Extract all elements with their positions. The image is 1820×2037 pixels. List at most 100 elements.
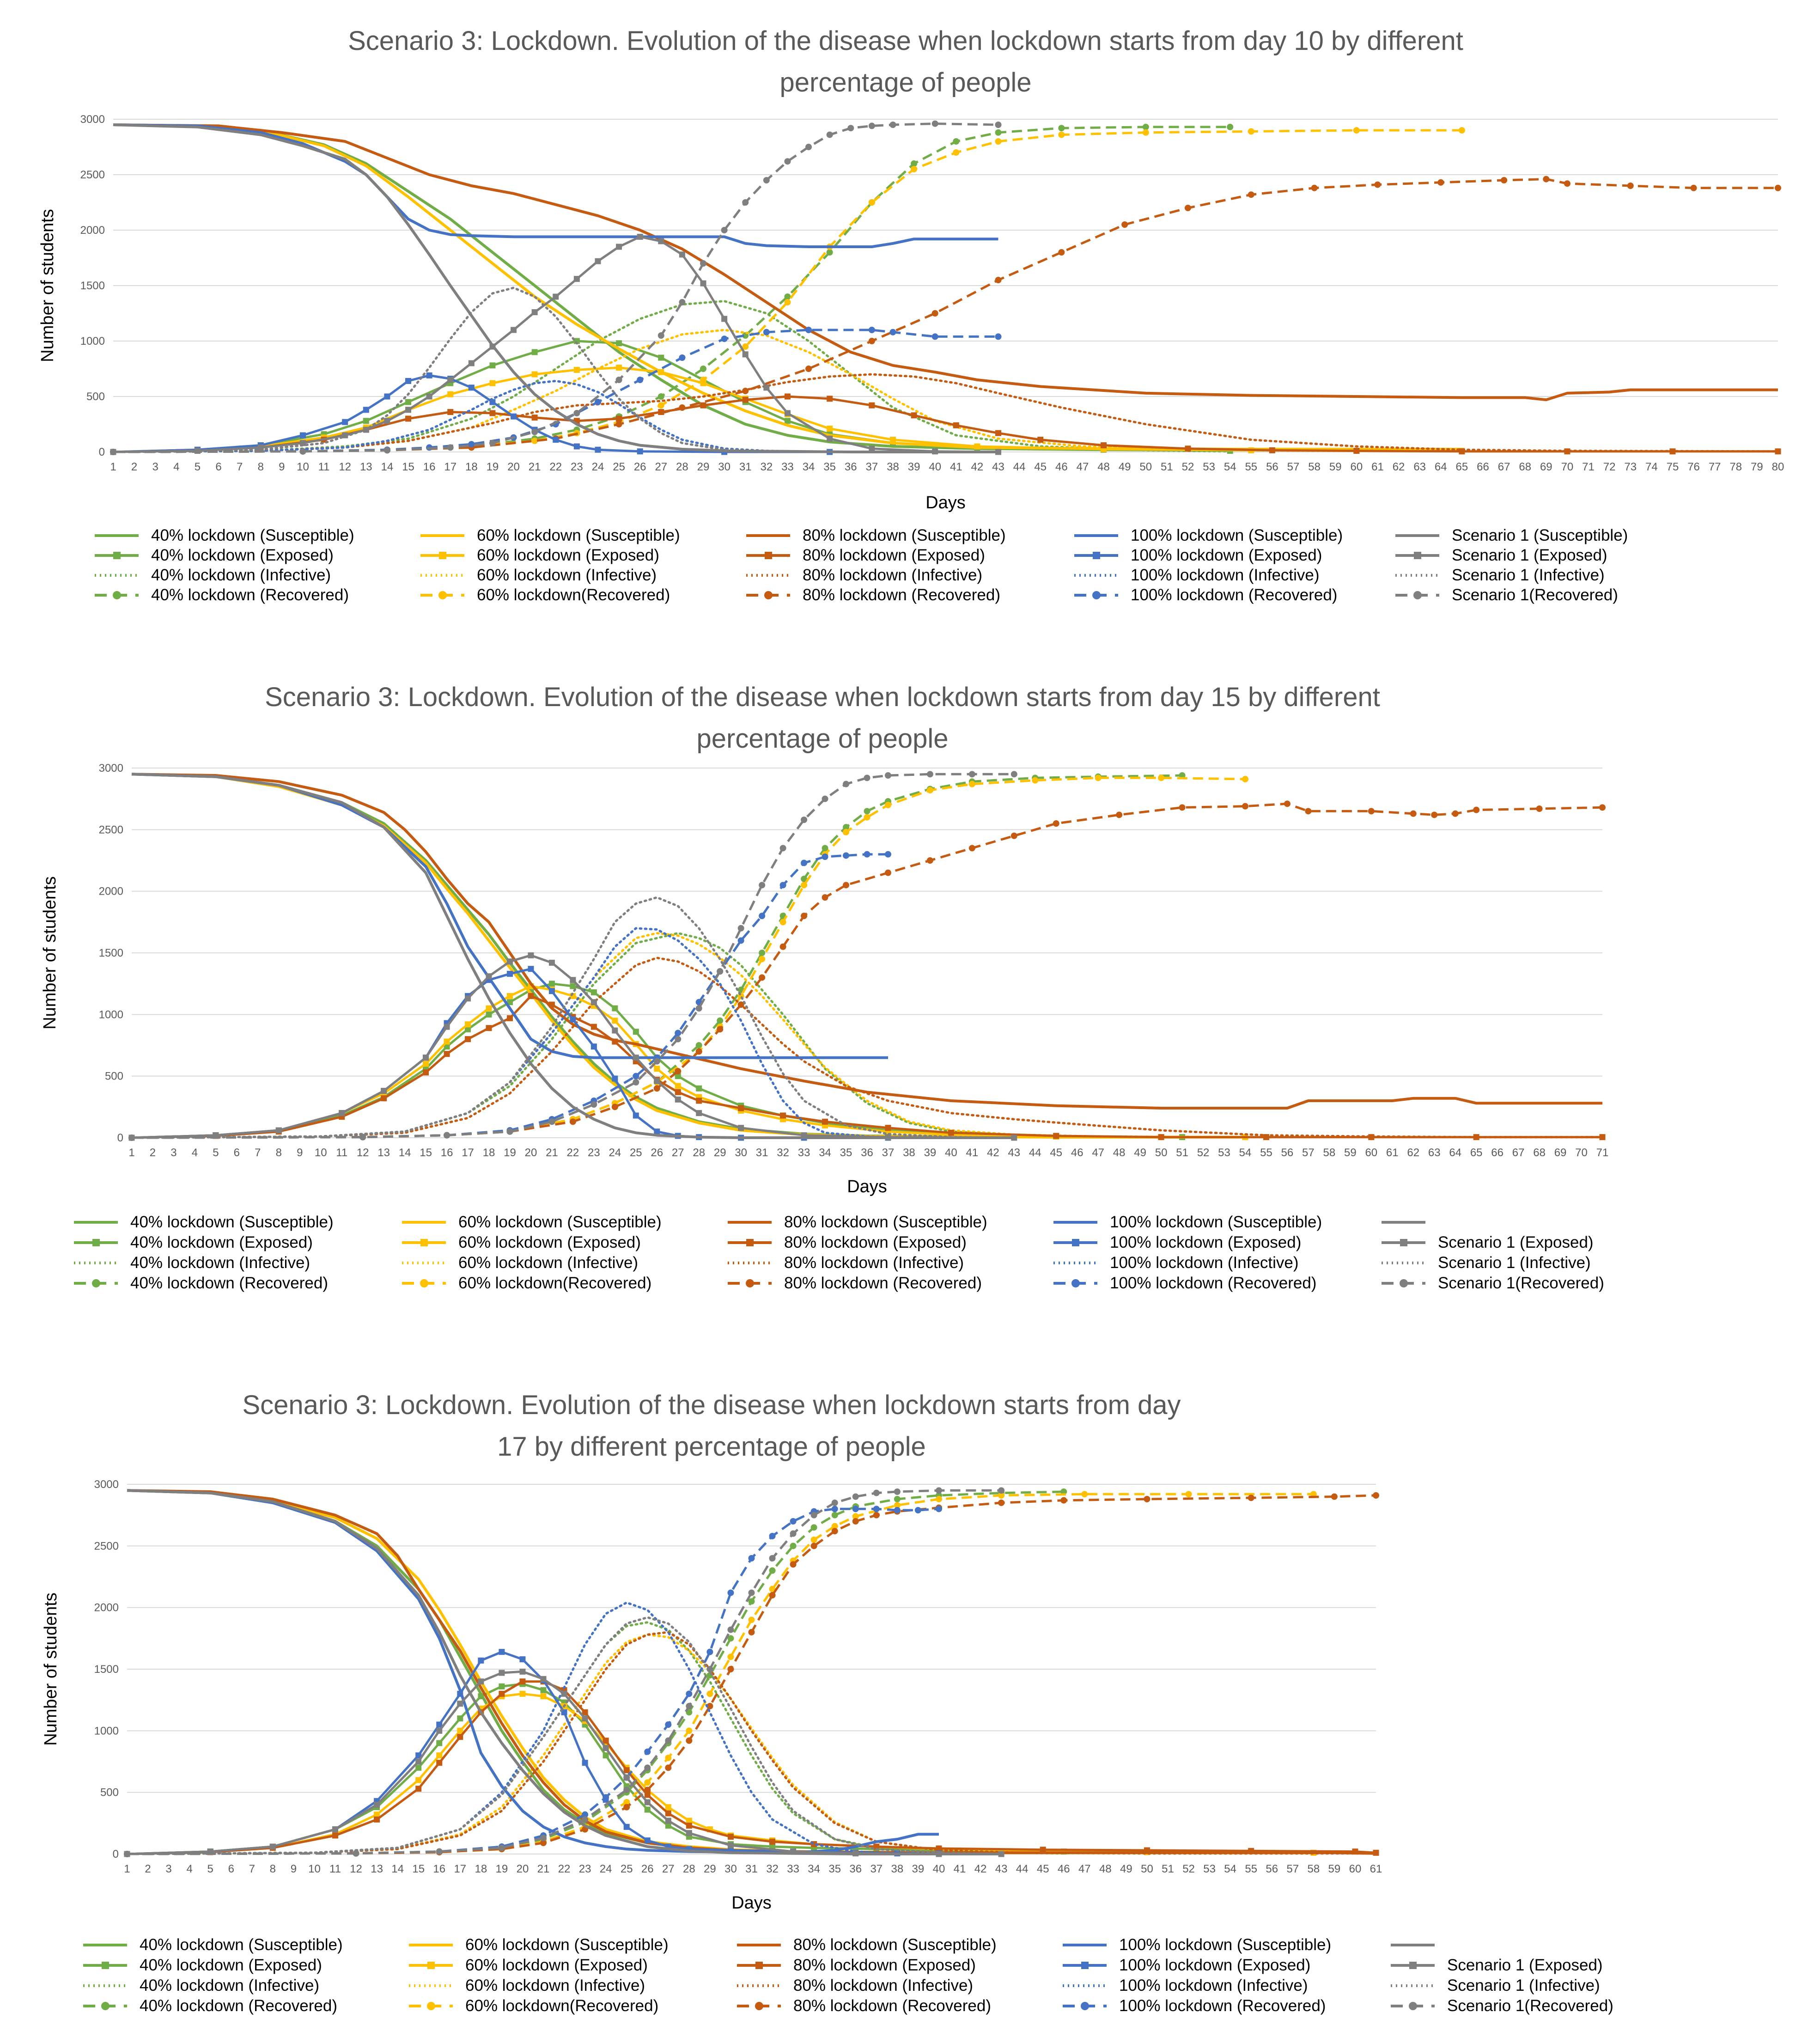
series-100-lockdown-recovered-point bbox=[748, 1555, 755, 1561]
series-100-lockdown-exposed-point bbox=[436, 1721, 443, 1728]
x-tick-label: 40 bbox=[945, 1147, 957, 1159]
legend-label: Scenario 1 (Infective) bbox=[1438, 1254, 1591, 1272]
series-scenario-1-exposed-point bbox=[553, 293, 559, 300]
series-scenario-1-recovered-point bbox=[831, 1500, 838, 1506]
series-80-lockdown-recovered-point bbox=[653, 1085, 660, 1092]
legend-item-40-lockdown-infective: 40% lockdown (Infective) bbox=[95, 566, 331, 584]
series-80-lockdown-recovered-point bbox=[769, 1592, 776, 1598]
series-40-lockdown-infective bbox=[112, 300, 1231, 453]
series-100-lockdown-recovered-point bbox=[686, 1690, 693, 1697]
series-60-lockdown-recovered-point bbox=[1032, 777, 1039, 784]
series-80-lockdown-susceptible bbox=[127, 1489, 1376, 1855]
legend-label: 60% lockdown (Infective) bbox=[477, 566, 657, 584]
series-scenario-1-exposed-point bbox=[654, 1078, 660, 1084]
series-80-lockdown-recovered-point bbox=[748, 1629, 755, 1635]
series-80-lockdown-recovered-line bbox=[127, 1494, 1376, 1855]
legend-label: 60% lockdown(Recovered) bbox=[458, 1274, 651, 1292]
series-100-lockdown-recovered-point bbox=[594, 399, 601, 405]
series-100-lockdown-recovered-point bbox=[805, 327, 812, 333]
series-100-lockdown-recovered-line bbox=[127, 1507, 939, 1855]
series-scenario-1-recovered-point bbox=[623, 1787, 630, 1793]
x-tick-label: 70 bbox=[1561, 461, 1574, 473]
series-80-lockdown-infective-line bbox=[126, 1631, 1377, 1855]
series-scenario-1-exposed bbox=[110, 233, 1002, 455]
series-scenario-1-recovered-point bbox=[790, 1530, 797, 1537]
y-tick-label: 3000 bbox=[94, 1478, 119, 1491]
series-60-lockdown-exposed-point bbox=[506, 993, 513, 999]
series-scenario-1-recovered-point bbox=[801, 817, 808, 823]
series-scenario-1-recovered-point bbox=[573, 410, 580, 416]
x-tick-label: 51 bbox=[1176, 1147, 1188, 1159]
series-60-lockdown-recovered-point bbox=[864, 814, 870, 821]
series-40-lockdown-recovered-point bbox=[801, 876, 808, 882]
x-tick-label: 42 bbox=[987, 1147, 999, 1159]
series-scenario-1-recovered-point bbox=[353, 1850, 359, 1857]
x-tick-label: 16 bbox=[433, 1863, 445, 1875]
x-tick-label: 10 bbox=[297, 461, 309, 473]
series-scenario-1-recovered-point bbox=[359, 1134, 366, 1140]
legend-item-100-lockdown-recovered: 100% lockdown (Recovered) bbox=[1063, 1997, 1326, 2015]
series-scenario-1-susceptible-line bbox=[131, 773, 1014, 1139]
x-tick-label: 6 bbox=[228, 1863, 234, 1875]
x-tick-label: 10 bbox=[315, 1147, 327, 1159]
legend-item-80-lockdown-recovered: 80% lockdown (Recovered) bbox=[728, 1274, 982, 1292]
legend-marker bbox=[1409, 2002, 1417, 2010]
series-scenario-1-recovered bbox=[124, 1487, 1005, 1857]
series-100-lockdown-recovered-point bbox=[679, 354, 686, 361]
series-40-lockdown-recovered-point bbox=[695, 1042, 702, 1049]
x-tick-label: 16 bbox=[441, 1147, 453, 1159]
series-40-lockdown-exposed-point bbox=[590, 989, 597, 995]
x-tick-label: 7 bbox=[255, 1147, 261, 1159]
legend-item-80-lockdown-susceptible: 80% lockdown (Susceptible) bbox=[737, 1936, 997, 1954]
series-scenario-1-exposed-point bbox=[679, 251, 685, 258]
x-tick-label: 4 bbox=[192, 1147, 198, 1159]
chart-title-line: percentage of people bbox=[780, 67, 1032, 98]
legend-item-80-lockdown-exposed: 80% lockdown (Exposed) bbox=[728, 1233, 967, 1251]
x-tick-label: 47 bbox=[1078, 1863, 1091, 1875]
series-80-lockdown-recovered-point bbox=[1501, 177, 1508, 183]
series-80-lockdown-recovered-point bbox=[1437, 179, 1444, 186]
legend-label: 80% lockdown (Infective) bbox=[784, 1254, 964, 1272]
legend-item-40-lockdown-exposed: 40% lockdown (Exposed) bbox=[95, 546, 334, 564]
series-100-lockdown-recovered-point bbox=[935, 1506, 942, 1513]
legend-item-scenario-1-exposed: Scenario 1 (Exposed) bbox=[1391, 1956, 1603, 1974]
series-80-lockdown-exposed-point bbox=[423, 1069, 429, 1076]
legend-marker bbox=[427, 1962, 435, 1969]
series-scenario-1-recovered-point bbox=[447, 444, 454, 451]
x-tick-label: 4 bbox=[173, 461, 179, 473]
series-scenario-1-recovered-point bbox=[894, 1488, 901, 1495]
series-40-lockdown-exposed-point bbox=[486, 1011, 492, 1018]
x-axis-label: Days bbox=[731, 1893, 772, 1913]
x-tick-label: 12 bbox=[339, 461, 351, 473]
y-tick-label: 1500 bbox=[99, 947, 123, 959]
series-80-lockdown-recovered-point bbox=[1410, 810, 1417, 817]
x-tick-label: 70 bbox=[1575, 1147, 1588, 1159]
series-100-lockdown-infective bbox=[112, 379, 999, 453]
series-40-lockdown-recovered-point bbox=[1142, 123, 1149, 130]
series-80-lockdown-recovered-point bbox=[1284, 800, 1290, 807]
x-tick-label: 59 bbox=[1329, 461, 1342, 473]
legend-label: 100% lockdown (Exposed) bbox=[1131, 546, 1322, 564]
legend-item-100-lockdown-infective: 100% lockdown (Infective) bbox=[1074, 566, 1320, 584]
legend-label: 100% lockdown (Recovered) bbox=[1110, 1274, 1316, 1292]
legend-label: 80% lockdown (Exposed) bbox=[793, 1956, 976, 1974]
legend-marker bbox=[765, 552, 772, 559]
series-scenario-1-recovered-point bbox=[805, 144, 812, 150]
series-60-lockdown-recovered-point bbox=[769, 1586, 776, 1592]
series-scenario-1-exposed-point bbox=[478, 1678, 484, 1685]
series-100-lockdown-recovered-point bbox=[675, 1030, 682, 1037]
series-scenario-1-recovered-point bbox=[653, 1058, 660, 1065]
series-40-lockdown-exposed-point bbox=[612, 1005, 618, 1012]
series-60-lockdown-exposed-point bbox=[465, 1021, 471, 1028]
series-100-lockdown-recovered-point bbox=[995, 333, 1002, 340]
series-80-lockdown-exposed-point bbox=[381, 1095, 387, 1102]
series-80-lockdown-exposed-point bbox=[675, 1089, 681, 1095]
series-80-lockdown-recovered-point bbox=[623, 1804, 630, 1811]
x-tick-label: 55 bbox=[1260, 1147, 1272, 1159]
series-scenario-1-exposed-point bbox=[885, 1134, 891, 1140]
legend-label: 60% lockdown(Recovered) bbox=[477, 586, 670, 604]
series-80-lockdown-exposed-point bbox=[616, 415, 622, 422]
series-60-lockdown-exposed-point bbox=[486, 1005, 492, 1012]
x-tick-label: 58 bbox=[1308, 461, 1321, 473]
x-tick-label: 23 bbox=[571, 461, 583, 473]
